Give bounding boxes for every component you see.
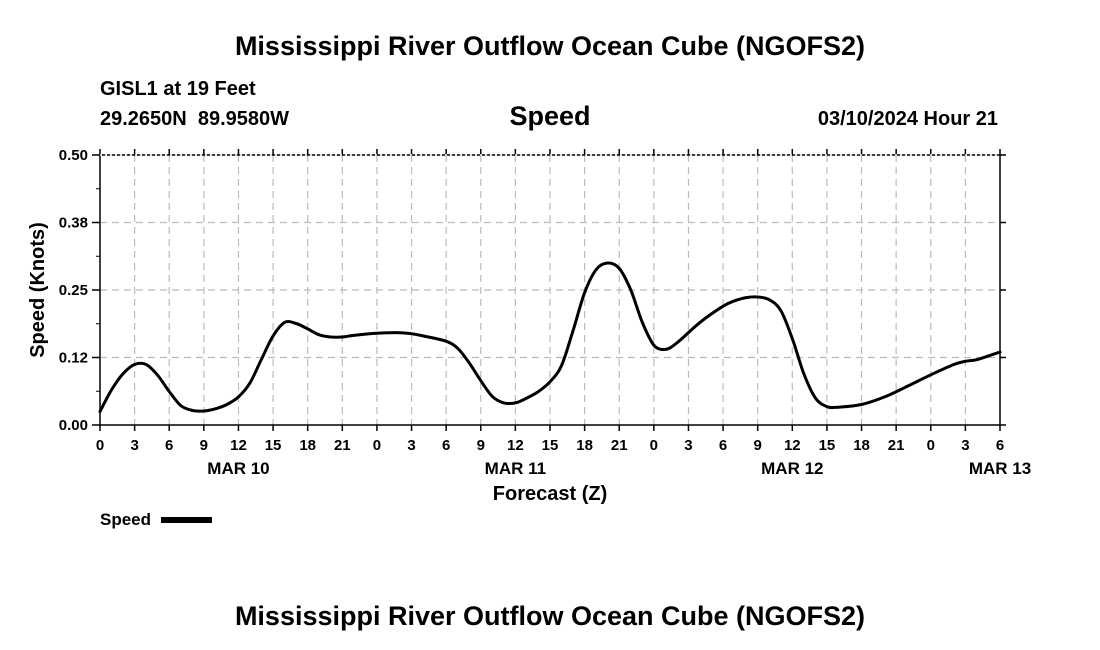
y-tick-label: 0.38 <box>59 215 88 232</box>
x-tick-label: 18 <box>299 437 316 454</box>
grid-lines <box>100 155 1000 425</box>
x-tick-label: 18 <box>576 437 593 454</box>
x-tick-label: 9 <box>200 437 208 454</box>
x-tick-label: 15 <box>819 437 836 454</box>
y-tick-label: 0.25 <box>59 282 88 299</box>
x-tick-label: 15 <box>265 437 282 454</box>
legend: Speed <box>100 510 212 529</box>
date-label: MAR 13 <box>969 459 1031 478</box>
y-tick-label: 0.00 <box>59 417 88 434</box>
x-tick-label: 3 <box>407 437 415 454</box>
date-label: MAR 11 <box>485 459 546 478</box>
legend-label: Speed <box>100 510 151 529</box>
x-tick-label: 21 <box>334 437 351 454</box>
y-tick-label: 0.50 <box>59 147 88 164</box>
date-labels: MAR 10 MAR 11 MAR 12 MAR 13 <box>207 459 1031 478</box>
y-tick-labels: 0.00 0.12 0.25 0.38 0.50 <box>59 147 88 434</box>
x-tick-labels: 0 3 6 9 12 15 18 21 0 3 6 9 12 15 18 21 0 3 6 9 12 15 18 21 0 3 6 <box>96 437 1004 454</box>
date-label: MAR 12 <box>761 459 823 478</box>
chart-title: Mississippi River Outflow Ocean Cube (NG… <box>235 31 865 61</box>
x-tick-label: 9 <box>477 437 485 454</box>
station-name: GISL1 at 19 Feet <box>100 78 256 100</box>
axis-ticks <box>92 149 1006 431</box>
x-tick-label: 15 <box>542 437 559 454</box>
speed-series-line <box>98 261 1002 413</box>
x-tick-label: 0 <box>373 437 381 454</box>
x-axis-label: Forecast (Z) <box>493 483 607 505</box>
x-tick-label: 12 <box>507 437 524 454</box>
station-coordinates: 29.2650N 89.9580W <box>100 108 289 130</box>
x-tick-label: 12 <box>230 437 247 454</box>
x-tick-label: 3 <box>130 437 138 454</box>
footer-chart-title: Mississippi River Outflow Ocean Cube (NG… <box>235 601 865 631</box>
date-label: MAR 10 <box>207 459 269 478</box>
x-tick-label: 6 <box>165 437 173 454</box>
x-tick-label: 21 <box>611 437 628 454</box>
forecast-datetime: 03/10/2024 Hour 21 <box>818 108 998 130</box>
x-tick-label: 12 <box>784 437 801 454</box>
x-tick-label: 6 <box>442 437 450 454</box>
x-tick-label: 21 <box>888 437 905 454</box>
x-tick-label: 0 <box>96 437 104 454</box>
x-tick-label: 3 <box>961 437 969 454</box>
y-axis-label: Speed (Knots) <box>27 222 49 358</box>
y-tick-label: 0.12 <box>59 350 88 367</box>
x-tick-label: 0 <box>927 437 935 454</box>
x-tick-label: 18 <box>853 437 870 454</box>
x-tick-label: 0 <box>650 437 658 454</box>
x-tick-label: 6 <box>719 437 727 454</box>
chart-subtitle: Speed <box>509 101 590 131</box>
x-tick-label: 3 <box>684 437 692 454</box>
x-tick-label: 6 <box>996 437 1004 454</box>
x-tick-label: 9 <box>754 437 762 454</box>
